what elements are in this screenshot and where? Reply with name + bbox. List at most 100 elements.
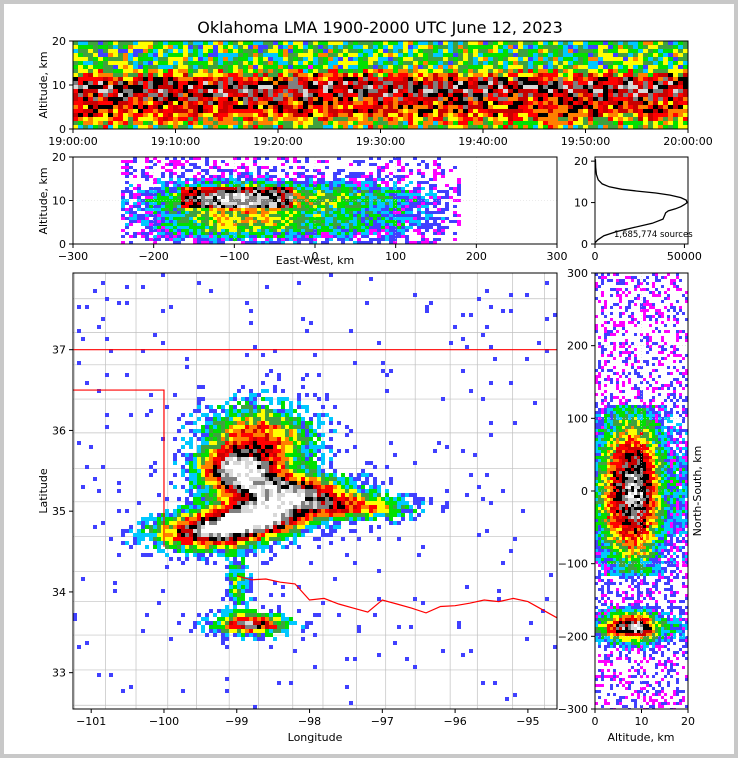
- density-cell: [398, 121, 403, 125]
- density-cell: [409, 223, 413, 226]
- density-cell: [313, 241, 317, 244]
- density-cell: [113, 81, 118, 85]
- density-cell: [568, 61, 573, 65]
- density-cell: [628, 93, 633, 97]
- density-cell: [448, 57, 453, 61]
- density-cell: [157, 190, 161, 193]
- density-cell: [138, 105, 143, 109]
- density-cell: [528, 125, 533, 129]
- density-cell: [169, 187, 173, 190]
- density-cell: [173, 65, 178, 69]
- density-cell: [197, 489, 201, 493]
- density-cell: [338, 57, 343, 61]
- density-cell: [523, 117, 528, 121]
- density-cell: [273, 220, 277, 223]
- density-cell: [318, 73, 323, 77]
- density-cell: [205, 241, 209, 244]
- density-cell: [83, 121, 88, 125]
- density-cell: [283, 97, 288, 101]
- density-cell: [177, 549, 181, 553]
- density-cell: [357, 211, 361, 214]
- density-cell: [413, 196, 417, 199]
- density-cell: [543, 117, 548, 121]
- density-cell: [173, 193, 177, 196]
- density-cell: [265, 196, 269, 199]
- density-cell: [178, 85, 183, 89]
- density-cell: [183, 97, 188, 101]
- density-cell: [328, 101, 333, 105]
- density-cell: [423, 81, 428, 85]
- density-cell: [437, 202, 441, 205]
- density-cell: [325, 214, 329, 217]
- density-cell: [385, 166, 389, 169]
- density-cell: [288, 93, 293, 97]
- density-cell: [153, 537, 157, 541]
- density-cell: [623, 89, 628, 93]
- density-cell: [483, 125, 488, 129]
- density-cell: [448, 125, 453, 129]
- density-cell: [638, 49, 643, 53]
- density-cell: [458, 69, 463, 73]
- density-cell: [337, 226, 341, 229]
- density-cell: [433, 169, 437, 172]
- density-cell: [373, 77, 378, 81]
- density-cell: [277, 238, 281, 241]
- density-cell: [538, 97, 543, 101]
- density-cell: [193, 473, 197, 477]
- density-cell: [203, 97, 208, 101]
- density-cell: [385, 208, 389, 211]
- density-cell: [133, 57, 138, 61]
- density-cell: [153, 521, 157, 525]
- density-cell: [233, 117, 238, 121]
- density-cell: [277, 211, 281, 214]
- density-cell: [189, 421, 193, 425]
- density-cell: [173, 461, 177, 465]
- density-cell: [201, 229, 205, 232]
- density-cell: [613, 41, 618, 45]
- density-cell: [298, 41, 303, 45]
- density-cell: [448, 69, 453, 73]
- density-cell: [653, 121, 658, 125]
- density-cell: [233, 223, 237, 226]
- density-cell: [628, 45, 633, 49]
- density-cell: [357, 226, 361, 229]
- density-cell: [418, 65, 423, 69]
- density-cell: [553, 85, 558, 89]
- density-cell: [141, 217, 145, 220]
- density-cell: [583, 101, 588, 105]
- density-cell: [298, 65, 303, 69]
- density-cell: [578, 41, 583, 45]
- density-cell: [161, 208, 165, 211]
- density-cell: [533, 89, 538, 93]
- density-cell: [553, 41, 558, 45]
- density-cell: [168, 109, 173, 113]
- density-cell: [245, 202, 249, 205]
- density-cell: [178, 49, 183, 53]
- density-cell: [503, 125, 508, 129]
- density-cell: [149, 193, 153, 196]
- density-cell: [628, 89, 633, 93]
- density-cell: [441, 220, 445, 223]
- density-cell: [523, 81, 528, 85]
- density-cell: [548, 117, 553, 121]
- density-cell: [468, 89, 473, 93]
- density-cell: [178, 69, 183, 73]
- density-cell: [193, 49, 198, 53]
- density-cell: [189, 513, 193, 517]
- density-cell: [409, 169, 413, 172]
- density-cell: [603, 93, 608, 97]
- density-cell: [229, 214, 233, 217]
- density-cell: [433, 211, 437, 214]
- density-cell: [363, 57, 368, 61]
- density-cell: [423, 109, 428, 113]
- density-cell: [165, 229, 169, 232]
- density-cell: [513, 89, 518, 93]
- density-cell: [241, 205, 245, 208]
- density-cell: [189, 525, 193, 529]
- density-cell: [153, 202, 157, 205]
- density-cell: [678, 45, 683, 49]
- density-cell: [409, 205, 413, 208]
- density-cell: [317, 160, 321, 163]
- density-cell: [98, 69, 103, 73]
- density-cell: [197, 469, 201, 473]
